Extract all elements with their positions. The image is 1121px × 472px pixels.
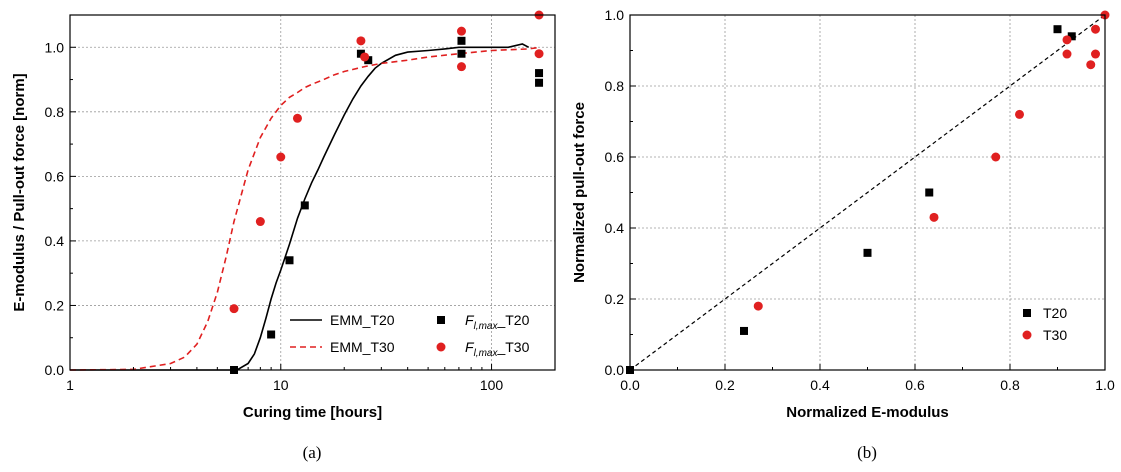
x-tick-label-1: 0.2 [715,377,735,393]
legend-item-0-label: EMM_T20 [330,312,395,328]
point-1-3-5 [360,52,370,62]
point-2-1-0 [753,301,763,311]
legend-1: EMM_T20 EMM_T30 Fl,max_T20 Fl,max_T30 [290,312,530,359]
legend-marker-3 [436,342,446,352]
x-tick-label-0: 1 [66,377,74,393]
point-1-3-1 [255,217,265,227]
point-1-3-4 [356,36,366,46]
point-2-0-4 [1053,25,1062,34]
x-tick-label-2: 100 [480,377,504,393]
legend-item-0-label: T20 [1043,305,1067,321]
legend-item-2-label: Fl,max_T20 [465,312,530,332]
x-tick-label-0: 0.0 [620,377,640,393]
x-tick-label-4: 0.8 [1000,377,1020,393]
panel-caption: (a) [303,443,322,462]
series-line-1-1 [69,46,541,371]
chart-1: 1 10 100 0.0 0.2 0.4 0.6 0.8 1.0 Curing time [hou… [11,10,556,462]
point-1-3-9 [534,49,544,59]
point-2-1-3 [1015,109,1024,119]
point-1-2-6 [457,36,466,45]
point-2-1-4 [1062,35,1072,45]
point-2-0-2 [863,248,872,257]
y-tick-label-1: 0.2 [45,297,65,313]
y-tick-label-5: 1.0 [45,39,65,55]
reference-line [629,14,1106,371]
point-2-1-8 [1091,24,1100,34]
point-2-0-5 [1067,32,1076,41]
legend-item-1-label: T30 [1043,327,1067,343]
y-tick-label-0: 0.0 [605,362,625,378]
point-2-1-2 [991,152,1001,162]
point-1-3-6 [456,26,466,36]
legend-marker-2 [437,316,445,324]
point-1-3-7 [456,62,466,72]
point-1-3-3 [292,113,302,123]
point-2-1-1 [929,212,939,222]
y-axis-label: Normalized pull-out force [571,102,588,283]
x-tick-label-1: 10 [273,377,289,393]
x-tick-label-5: 1.0 [1095,377,1115,393]
chart-2: 0.0 0.2 0.4 0.6 0.8 1.0 0.0 0.2 0.4 0.6 0.8 1.0 Norm… [571,7,1115,462]
y-tick-label-4: 0.8 [45,104,65,120]
y-tick-label-0: 0.0 [45,362,65,378]
series-line-1-0 [70,43,530,371]
y-tick-label-3: 0.6 [45,168,65,184]
point-1-2-9 [535,78,544,87]
legend-marker-0 [1023,309,1031,317]
point-2-1-5 [1062,49,1072,59]
y-tick-label-2: 0.4 [45,233,65,249]
x-tick-label-3: 0.6 [905,377,925,393]
x-axis-label: Curing time [hours] [243,404,382,421]
point-1-2-2 [285,256,294,265]
legend-item-3-label: Fl,max_T30 [465,339,530,359]
y-tick-label-3: 0.6 [605,149,625,165]
point-1-2-7 [457,49,466,58]
point-2-1-7 [1091,49,1100,59]
y-tick-label-5: 1.0 [605,7,625,23]
plot-frame-1 [69,14,556,371]
point-1-2-4 [356,49,365,58]
legend-item-1-label: EMM_T30 [330,339,395,355]
point-1-2-8 [535,69,544,78]
y-tick-label-4: 0.8 [605,78,625,94]
point-1-3-2 [276,152,286,162]
x-axis-label: Normalized E-modulus [786,404,949,421]
y-tick-label-2: 0.4 [605,220,625,236]
x-tick-label-2: 0.4 [810,377,830,393]
y-tick-label-1: 0.2 [605,291,625,307]
point-2-1-6 [1086,60,1096,70]
point-1-2-1 [267,330,276,339]
point-2-0-3 [925,188,934,197]
point-1-2-5 [364,56,373,65]
point-1-2-3 [300,201,309,210]
panel-caption: (b) [857,443,877,462]
point-1-3-0 [229,304,239,314]
y-axis-label: E-modulus / Pull-out force [norm] [11,73,28,311]
point-2-0-1 [740,326,748,335]
legend-marker-1 [1022,330,1032,340]
